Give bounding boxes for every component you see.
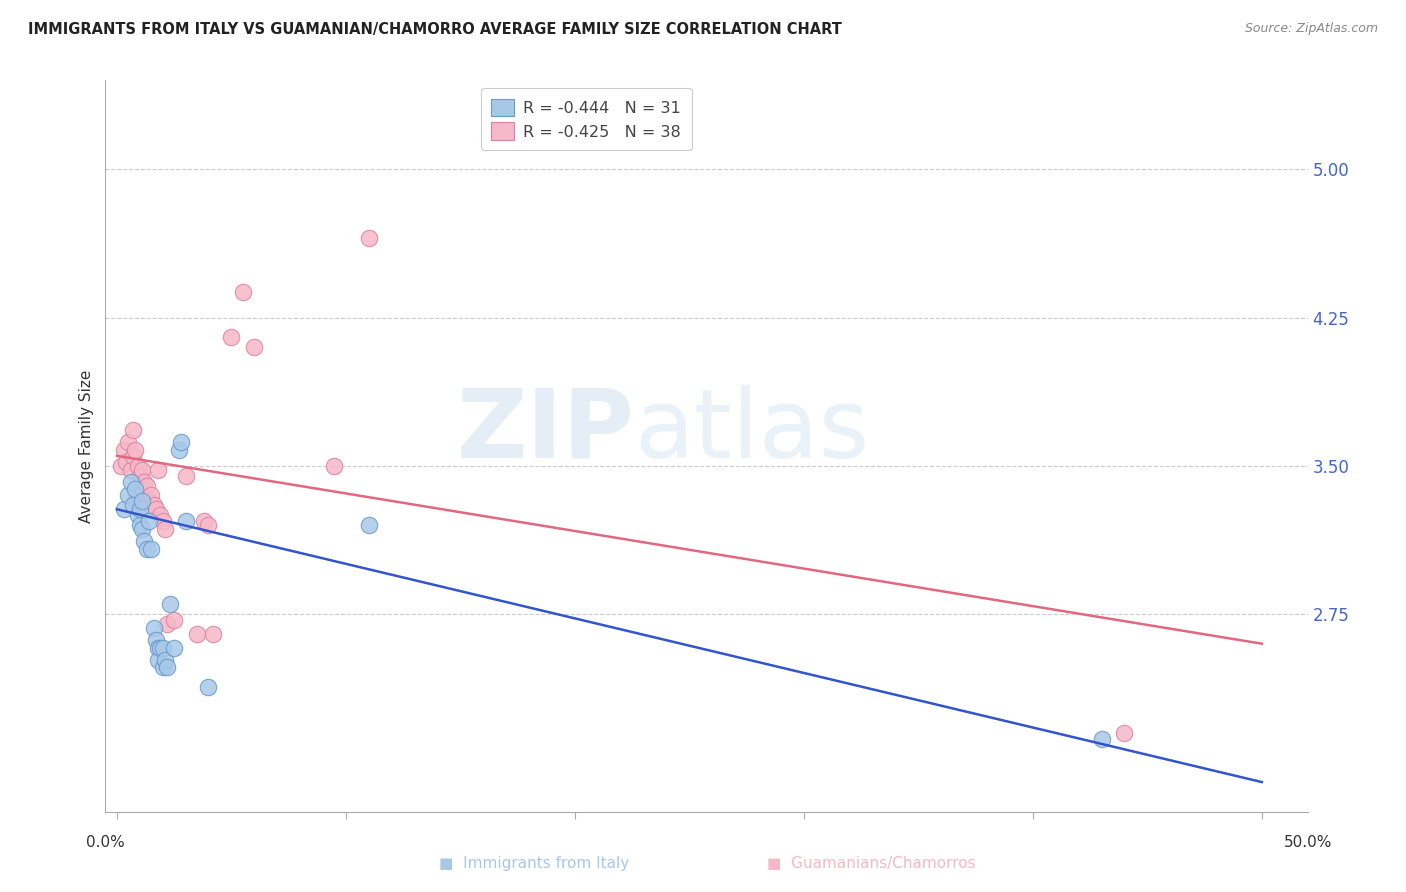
- Y-axis label: Average Family Size: Average Family Size: [79, 369, 94, 523]
- Point: [357, 231, 380, 245]
- Point: [153, 652, 176, 666]
- Point: [156, 616, 179, 631]
- Point: [170, 435, 193, 450]
- Point: [138, 514, 160, 528]
- Point: [120, 475, 142, 489]
- Point: [243, 340, 266, 354]
- Point: [131, 483, 153, 497]
- Point: [141, 488, 163, 502]
- Point: [202, 627, 225, 641]
- Point: [145, 632, 167, 647]
- Text: ■  Immigrants from Italy: ■ Immigrants from Italy: [439, 856, 630, 871]
- Point: [124, 442, 146, 457]
- Point: [142, 498, 165, 512]
- Point: [152, 514, 174, 528]
- Point: [1114, 725, 1136, 739]
- Point: [131, 522, 153, 536]
- Legend: R = -0.444   N = 31, R = -0.425   N = 38: R = -0.444 N = 31, R = -0.425 N = 38: [481, 88, 692, 150]
- Point: [127, 458, 149, 473]
- Point: [128, 502, 150, 516]
- Point: [135, 494, 157, 508]
- Point: [146, 640, 169, 655]
- Point: [163, 613, 186, 627]
- Text: 0.0%: 0.0%: [86, 836, 125, 850]
- Point: [135, 541, 157, 556]
- Point: [134, 475, 156, 489]
- Text: 50.0%: 50.0%: [1284, 836, 1331, 850]
- Point: [174, 468, 197, 483]
- Point: [138, 494, 160, 508]
- Point: [141, 541, 163, 556]
- Point: [131, 494, 153, 508]
- Text: ■  Guamanians/Chamorros: ■ Guamanians/Chamorros: [768, 856, 976, 871]
- Point: [142, 621, 165, 635]
- Point: [112, 442, 135, 457]
- Point: [1090, 731, 1112, 746]
- Point: [122, 449, 145, 463]
- Point: [152, 640, 174, 655]
- Point: [122, 498, 145, 512]
- Point: [128, 478, 150, 492]
- Point: [163, 640, 186, 655]
- Point: [145, 502, 167, 516]
- Point: [167, 442, 190, 457]
- Point: [110, 458, 132, 473]
- Point: [156, 660, 179, 674]
- Point: [221, 330, 243, 344]
- Point: [149, 640, 172, 655]
- Point: [134, 533, 156, 548]
- Point: [131, 463, 153, 477]
- Point: [159, 597, 181, 611]
- Text: IMMIGRANTS FROM ITALY VS GUAMANIAN/CHAMORRO AVERAGE FAMILY SIZE CORRELATION CHAR: IMMIGRANTS FROM ITALY VS GUAMANIAN/CHAMO…: [28, 22, 842, 37]
- Text: atlas: atlas: [634, 384, 869, 478]
- Point: [112, 502, 135, 516]
- Point: [197, 518, 219, 533]
- Point: [323, 458, 346, 473]
- Point: [193, 514, 215, 528]
- Point: [122, 423, 145, 437]
- Point: [128, 518, 150, 533]
- Text: ZIP: ZIP: [457, 384, 634, 478]
- Point: [117, 488, 139, 502]
- Point: [153, 522, 176, 536]
- Text: Source: ZipAtlas.com: Source: ZipAtlas.com: [1244, 22, 1378, 36]
- Point: [197, 680, 219, 694]
- Point: [124, 483, 146, 497]
- Point: [146, 652, 169, 666]
- Point: [127, 508, 149, 523]
- Point: [149, 508, 172, 523]
- Point: [124, 494, 146, 508]
- Point: [152, 660, 174, 674]
- Point: [146, 463, 169, 477]
- Point: [357, 518, 380, 533]
- Point: [120, 463, 142, 477]
- Point: [135, 478, 157, 492]
- Point: [128, 468, 150, 483]
- Point: [232, 285, 254, 299]
- Point: [174, 514, 197, 528]
- Point: [115, 455, 138, 469]
- Point: [117, 435, 139, 450]
- Point: [186, 627, 208, 641]
